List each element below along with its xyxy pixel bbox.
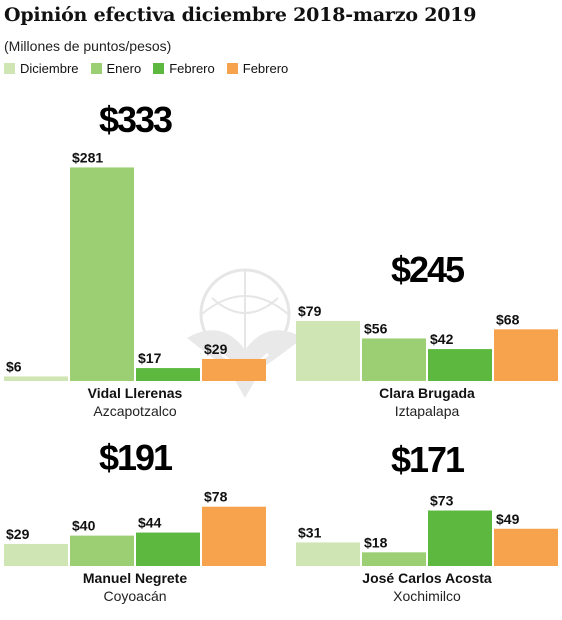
legend-label: Febrero — [242, 61, 289, 76]
bar-enero — [70, 167, 134, 381]
bar-value-label: $29 — [6, 526, 30, 542]
total-label: $191 — [99, 437, 173, 478]
legend-label: Febrero — [169, 61, 215, 76]
legend-swatch — [4, 63, 15, 74]
total-label: $171 — [391, 439, 465, 480]
bar-value-label: $68 — [496, 311, 520, 327]
legend-label: Diciembre — [20, 61, 79, 76]
candidate-name: Manuel Negrete — [83, 570, 187, 586]
bar-value-label: $281 — [72, 149, 103, 165]
chart-subtitle: (Millones de puntos/pesos) — [4, 38, 172, 54]
legend-item-febrero-2: Febrero — [226, 61, 289, 76]
bar-febrero — [136, 532, 200, 566]
total-label: $333 — [99, 99, 172, 140]
bar-value-label: $73 — [430, 493, 454, 509]
bar-enero — [362, 338, 426, 381]
legend-swatch — [90, 63, 102, 74]
legend-item-febrero: Febrero — [153, 61, 215, 76]
bar-diciembre — [296, 320, 360, 381]
bar-value-label: $18 — [364, 534, 388, 550]
bar-value-label: $79 — [298, 303, 322, 319]
bar-febrero — [202, 358, 266, 381]
bar-febrero — [494, 528, 558, 566]
legend-item-enero: Enero — [90, 61, 142, 76]
candidate-name: José Carlos Acosta — [362, 570, 492, 586]
borough-name: Iztapalapa — [395, 403, 460, 419]
bar-diciembre — [296, 542, 360, 566]
bar-value-label: $40 — [72, 518, 96, 534]
legend: Diciembre Enero Febrero Febrero — [4, 61, 288, 76]
total-label: $245 — [391, 249, 465, 290]
bar-value-label: $6 — [6, 358, 22, 374]
bar-diciembre — [4, 543, 68, 566]
bar-value-label: $78 — [204, 489, 228, 505]
bar-value-label: $42 — [430, 331, 454, 347]
candidate-name: Clara Brugada — [379, 385, 475, 401]
bar-value-label: $56 — [364, 320, 388, 336]
chart-panel-3: $29 $40 $44 $78 $191 Manuel Negrete Coyoacán — [4, 437, 266, 604]
bar-enero — [362, 552, 426, 566]
legend-item-diciembre: Diciembre — [4, 61, 79, 76]
legend-label: Enero — [106, 61, 142, 76]
bar-value-label: $17 — [138, 350, 162, 366]
bar-enero — [70, 535, 134, 566]
bar-febrero — [428, 349, 492, 381]
bar-diciembre — [4, 376, 68, 381]
chart-panel-4: $31 $18 $73 $49 $171 José Carlos Acosta Xochim… — [296, 439, 558, 604]
bar-febrero — [428, 510, 492, 566]
bar-value-label: $31 — [298, 524, 322, 540]
candidate-name: Vidal Llerenas — [88, 385, 183, 401]
borough-name: Coyoacán — [103, 588, 166, 604]
bar-value-label: $44 — [138, 515, 162, 531]
bar-value-label: $49 — [496, 511, 520, 527]
chart-title: Opinión efectiva diciembre 2018-marzo 20… — [4, 4, 477, 26]
bar-febrero — [494, 329, 558, 381]
bar-febrero — [202, 506, 266, 566]
legend-swatch — [226, 63, 238, 74]
bar-value-label: $29 — [204, 341, 228, 357]
legend-swatch — [153, 63, 165, 74]
chart-panel-2: $79 $56 $42 $68 $245 Clara Brugada Iztapalapa — [296, 249, 558, 419]
bar-febrero — [136, 368, 200, 381]
borough-name: Azcapotzalco — [93, 403, 176, 419]
borough-name: Xochimilco — [393, 588, 461, 604]
chart-panel-1: $6 $281 $17 $29 $333 Vidal Llerenas Azcapotzal… — [4, 99, 266, 419]
